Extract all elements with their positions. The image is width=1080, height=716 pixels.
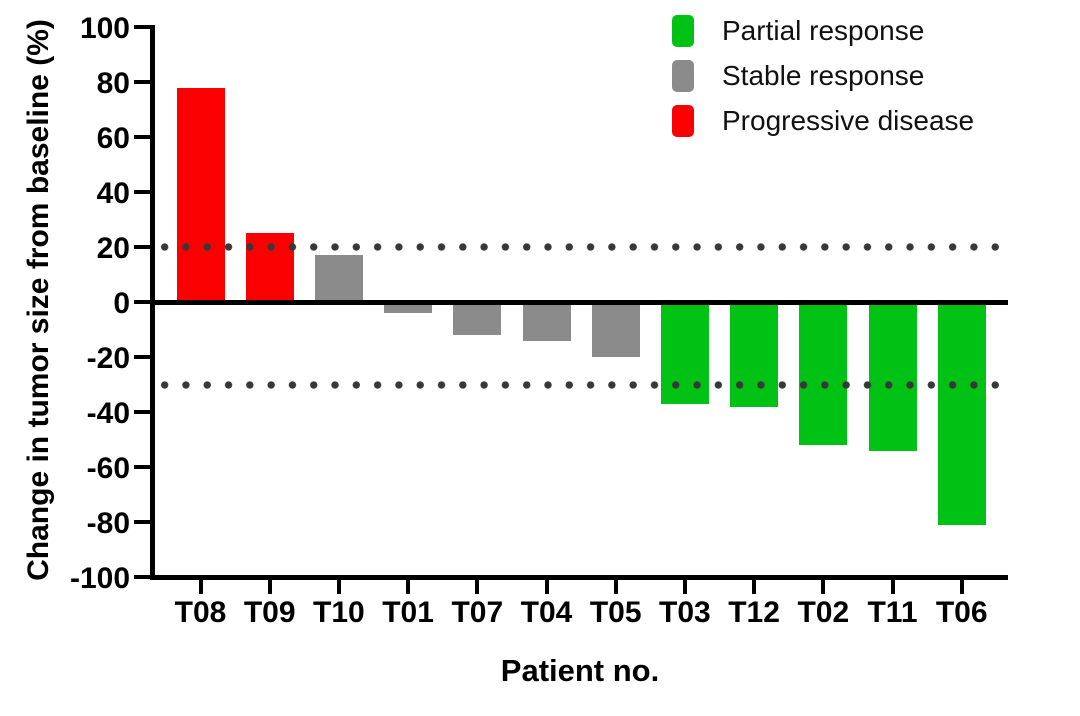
- x-tick-label-T08: T08: [174, 596, 227, 629]
- bar-T06: [937, 302, 986, 525]
- legend-swatch-partial: [672, 14, 694, 47]
- bar-T11: [868, 302, 917, 451]
- y-tick-label: 0: [113, 287, 130, 320]
- legend-label-partial: Partial response: [722, 15, 925, 46]
- x-tick: [267, 579, 272, 594]
- bar-T10: [314, 255, 363, 302]
- bar-T02: [799, 302, 848, 445]
- y-tick-label: 100: [79, 12, 130, 45]
- y-tick-label: -40: [86, 397, 130, 430]
- legend-swatch-stable: [672, 59, 694, 92]
- legend: Partial response Stable response Progressi…: [672, 14, 974, 149]
- reference-line-20: [154, 243, 1005, 251]
- x-tick-label-T09: T09: [243, 596, 296, 629]
- x-tick: [406, 579, 411, 594]
- reference-line--30: [154, 380, 1005, 389]
- y-tick: [134, 465, 151, 469]
- legend-label-progressive: Progressive disease: [722, 105, 975, 136]
- y-tick-label: 20: [96, 232, 130, 265]
- y-tick: [134, 300, 151, 304]
- bar-T05: [591, 302, 640, 357]
- x-tick-label-T04: T04: [520, 596, 573, 629]
- x-tick-label-T03: T03: [659, 596, 711, 629]
- x-tick-label-T12: T12: [728, 596, 780, 629]
- legend-label-stable: Stable response: [722, 60, 925, 91]
- y-tick-label: 80: [96, 67, 130, 100]
- x-tick: [544, 579, 549, 594]
- x-tick: [682, 579, 687, 594]
- legend-swatch-progressive: [672, 104, 694, 137]
- x-tick-label-T02: T02: [797, 596, 850, 629]
- bar-T07: [453, 302, 502, 335]
- x-tick: [613, 579, 618, 594]
- x-tick-label-T06: T06: [935, 596, 988, 629]
- x-tick-label-T05: T05: [589, 596, 642, 629]
- y-tick-label: 60: [96, 122, 130, 155]
- x-tick: [821, 579, 826, 594]
- bar-T04: [522, 302, 571, 341]
- x-axis-title: Patient no.: [500, 653, 660, 688]
- y-tick: [134, 190, 151, 194]
- x-tick-label-T11: T11: [867, 596, 918, 629]
- bar-T01: [384, 302, 433, 313]
- x-tick-label-T01: T01: [382, 596, 434, 629]
- bar-T08: [176, 87, 225, 302]
- legend-item-progressive: Progressive disease: [672, 104, 974, 137]
- x-tick: [959, 579, 964, 594]
- x-tick-label-T10: T10: [313, 596, 365, 629]
- y-tick-label: -20: [86, 342, 130, 375]
- x-tick: [890, 579, 895, 594]
- legend-item-stable: Stable response: [672, 59, 974, 92]
- x-tick: [752, 579, 757, 594]
- x-tick: [475, 579, 480, 594]
- y-tick-label: 40: [96, 177, 130, 210]
- x-axis-line: [150, 575, 1008, 580]
- x-tick: [336, 579, 341, 594]
- y-tick: [134, 245, 151, 249]
- zero-line: [150, 299, 1008, 305]
- y-tick: [134, 25, 151, 29]
- y-tick-label: -60: [86, 452, 130, 485]
- x-tick: [198, 579, 203, 594]
- y-tick-label: -100: [69, 562, 130, 595]
- y-tick: [134, 520, 151, 524]
- bar-T12: [730, 302, 779, 407]
- y-tick: [134, 575, 151, 579]
- y-tick: [134, 80, 151, 84]
- y-tick: [134, 410, 151, 414]
- y-tick: [134, 135, 151, 139]
- y-tick-label: -80: [86, 507, 130, 540]
- y-tick: [134, 355, 151, 359]
- legend-item-partial: Partial response: [672, 14, 974, 47]
- x-tick-label-T07: T07: [451, 596, 504, 629]
